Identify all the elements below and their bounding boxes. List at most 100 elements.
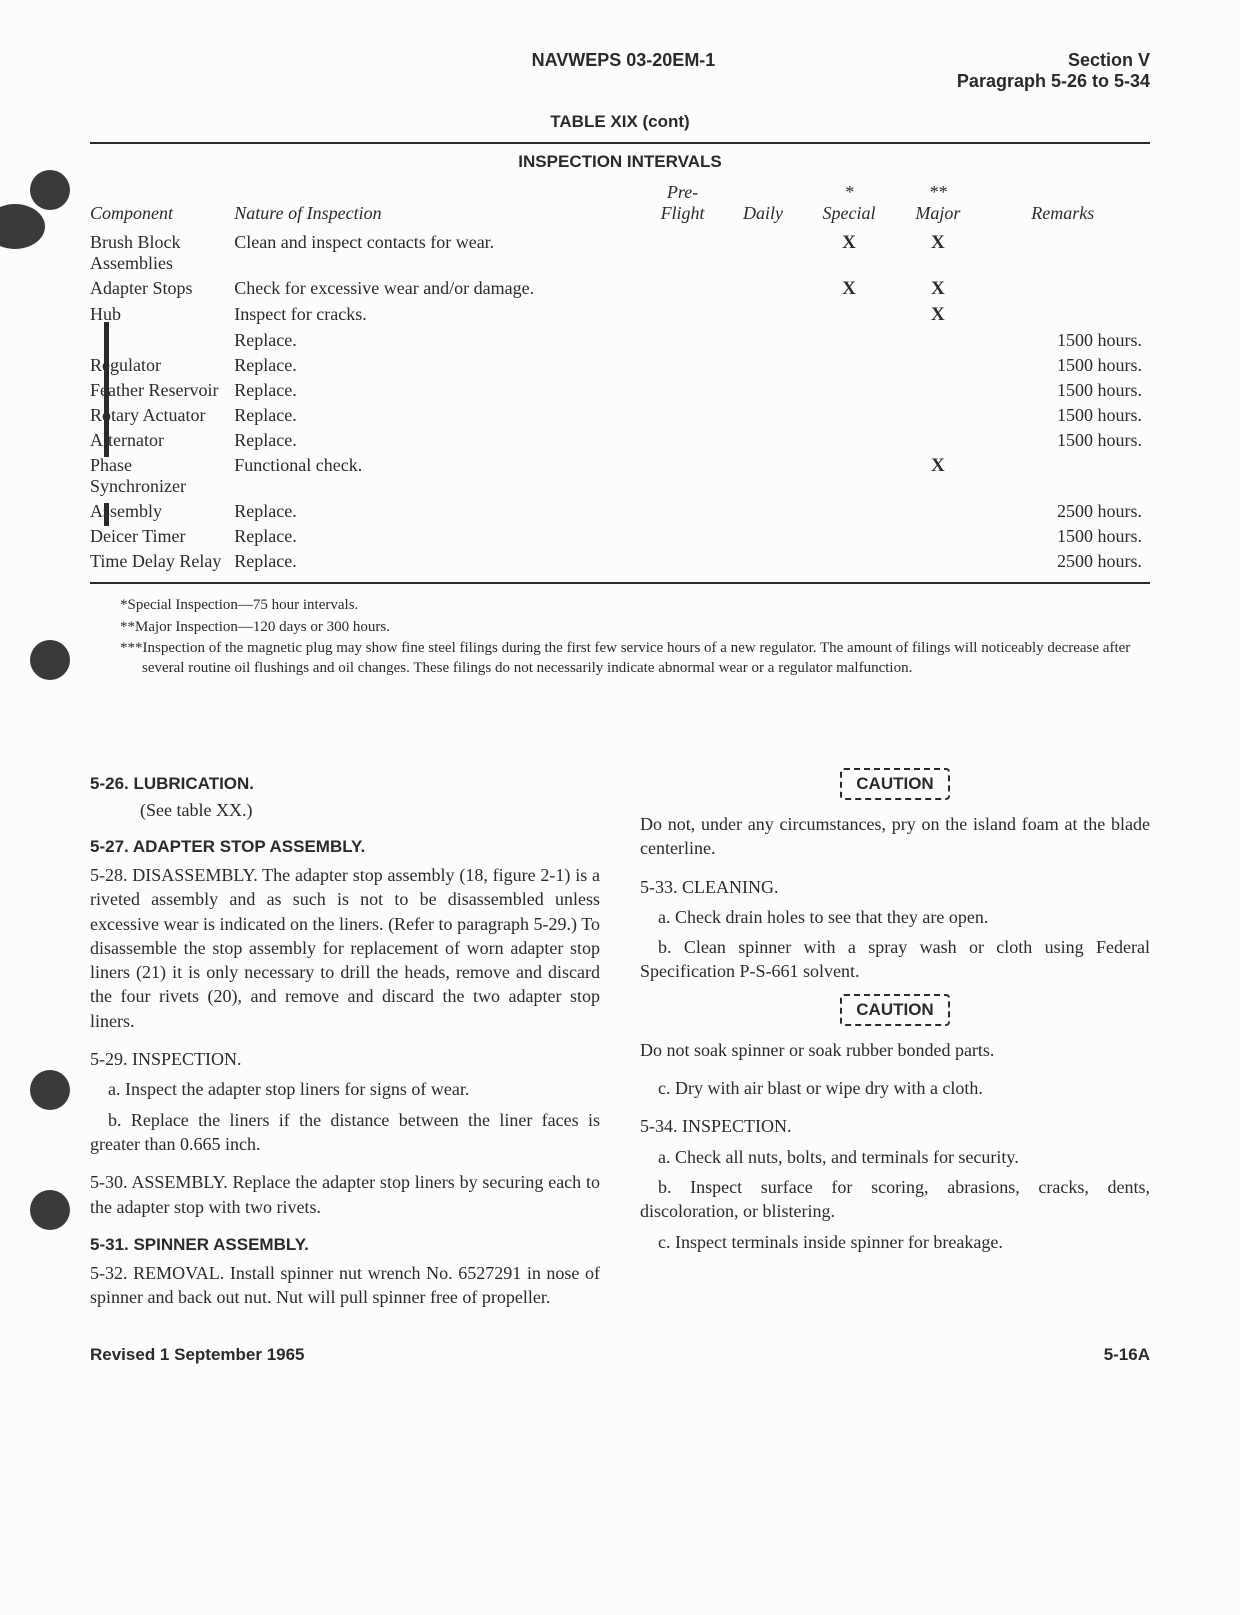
cell-daily (728, 403, 806, 428)
caution-1-text: Do not, under any circumstances, pry on … (640, 812, 1150, 861)
sub-5-26: (See table XX.) (140, 800, 600, 821)
page-number: 5-16A (1104, 1345, 1150, 1365)
table-row: Phase SynchronizerFunctional check.X (90, 453, 1150, 499)
cell-special (806, 453, 900, 499)
punch-hole (30, 1190, 70, 1230)
cell-component: Hub (90, 302, 234, 328)
cell-special (806, 353, 900, 378)
cell-remarks: 1500 hours. (983, 403, 1150, 428)
cell-major (900, 499, 983, 524)
punch-hole (30, 640, 70, 680)
cell-remarks (983, 230, 1150, 276)
cell-major (900, 328, 983, 353)
para-5-34a: a. Check all nuts, bolts, and terminals … (640, 1145, 1150, 1169)
cell-daily (728, 453, 806, 499)
cell-special (806, 403, 900, 428)
cell-remarks: 1500 hours. (983, 524, 1150, 549)
cell-daily (728, 230, 806, 276)
page-footer: Revised 1 September 1965 5-16A (90, 1345, 1150, 1365)
table-row: Time Delay RelayReplace. 2500 hours. (90, 549, 1150, 574)
cell-nature: Clean and inspect contacts for wear. (234, 230, 645, 276)
cell-remarks (983, 453, 1150, 499)
cell-component: Phase Synchronizer (90, 453, 234, 499)
cell-daily (728, 428, 806, 453)
para-5-33b: b. Clean spinner with a spray wash or cl… (640, 935, 1150, 984)
table-row: Rotary ActuatorReplace.1500 hours. (90, 403, 1150, 428)
th-remarks: Remarks (983, 178, 1150, 230)
section-label: Section V (957, 50, 1150, 71)
heading-5-26: 5-26. LUBRICATION. (90, 774, 600, 794)
th-nature: Nature of Inspection (234, 178, 645, 230)
para-5-34b: b. Inspect surface for scoring, abrasion… (640, 1175, 1150, 1224)
cell-special (806, 328, 900, 353)
cell-special (806, 378, 900, 403)
para-5-33c: c. Dry with air blast or wipe dry with a… (640, 1076, 1150, 1100)
cell-component: Alternator (90, 428, 234, 453)
cell-nature: Replace. (234, 428, 645, 453)
cell-preflight (645, 549, 728, 574)
table-row: RegulatorReplace. 1500 hours. (90, 353, 1150, 378)
cell-component: Feather Reservoir (90, 378, 234, 403)
right-column: CAUTION Do not, under any circumstances,… (640, 758, 1150, 1315)
cell-preflight (645, 302, 728, 328)
table-row: AlternatorReplace.1500 hours. (90, 428, 1150, 453)
cell-component: Assembly (90, 499, 234, 524)
table-row: Deicer TimerReplace.1500 hours. (90, 524, 1150, 549)
cell-preflight (645, 403, 728, 428)
cell-special (806, 302, 900, 328)
cell-major: X (900, 230, 983, 276)
cell-preflight (645, 378, 728, 403)
cell-component: Time Delay Relay (90, 549, 234, 574)
rule (90, 582, 1150, 584)
th-major: **Major (900, 178, 983, 230)
cell-daily (728, 302, 806, 328)
cell-major (900, 524, 983, 549)
cell-daily (728, 499, 806, 524)
cell-major: X (900, 302, 983, 328)
cell-daily (728, 276, 806, 302)
table-row: Feather ReservoirReplace.1500 hours. (90, 378, 1150, 403)
cell-nature: Replace. (234, 524, 645, 549)
cell-nature: Replace. (234, 328, 645, 353)
cell-major (900, 403, 983, 428)
cell-component: Brush Block Assemblies (90, 230, 234, 276)
table-row: HubInspect for cracks.X (90, 302, 1150, 328)
cell-nature: Replace. (234, 549, 645, 574)
cell-preflight (645, 230, 728, 276)
cell-nature: Check for excessive wear and/or damage. (234, 276, 645, 302)
cell-component: Adapter Stops (90, 276, 234, 302)
caution-box: CAUTION (840, 994, 949, 1026)
cell-daily (728, 549, 806, 574)
cell-component: Rotary Actuator (90, 403, 234, 428)
cell-major (900, 428, 983, 453)
table-title: TABLE XIX (cont) (90, 112, 1150, 132)
cell-remarks: 2500 hours. (983, 549, 1150, 574)
footnote-1: *Special Inspection—75 hour intervals. (120, 596, 1150, 616)
cell-remarks: 1500 hours. (983, 328, 1150, 353)
cell-nature: Functional check. (234, 453, 645, 499)
left-column: 5-26. LUBRICATION. (See table XX.) 5-27.… (90, 758, 600, 1315)
cell-daily (728, 524, 806, 549)
caution-box: CAUTION (840, 768, 949, 800)
cell-preflight (645, 328, 728, 353)
cell-preflight (645, 524, 728, 549)
cell-preflight (645, 499, 728, 524)
para-5-32: 5-32. REMOVAL. Install spinner nut wrenc… (90, 1261, 600, 1310)
cell-component: Regulator (90, 353, 234, 378)
para-5-30: 5-30. ASSEMBLY. Replace the adapter stop… (90, 1170, 600, 1219)
cell-daily (728, 353, 806, 378)
cell-remarks: 1500 hours. (983, 353, 1150, 378)
cell-component (90, 328, 234, 353)
cell-preflight (645, 353, 728, 378)
cell-special (806, 428, 900, 453)
heading-5-27: 5-27. ADAPTER STOP ASSEMBLY. (90, 837, 600, 857)
cell-daily (728, 378, 806, 403)
cell-nature: Replace. (234, 353, 645, 378)
cell-major (900, 549, 983, 574)
para-5-34: 5-34. INSPECTION. (640, 1114, 1150, 1138)
table-subtitle: INSPECTION INTERVALS (90, 152, 1150, 172)
para-5-28: 5-28. DISASSEMBLY. The adapter stop asse… (90, 863, 600, 1033)
table-row: Adapter StopsCheck for excessive wear an… (90, 276, 1150, 302)
cell-remarks (983, 276, 1150, 302)
footnotes: *Special Inspection—75 hour intervals. *… (90, 596, 1150, 678)
